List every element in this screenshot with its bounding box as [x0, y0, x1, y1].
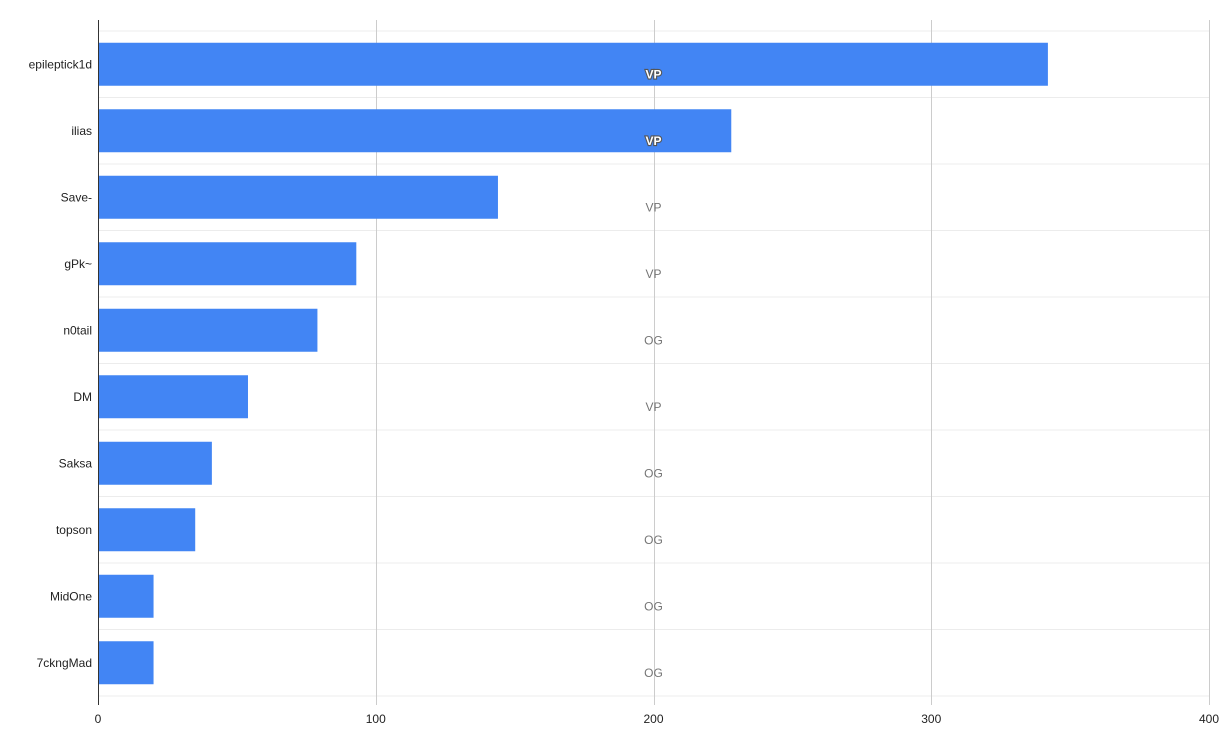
- bar-layer: [98, 42, 1048, 685]
- bar-7ckngMad: [98, 641, 154, 685]
- data-annotation: OG: [644, 666, 663, 680]
- x-tick-label: 400: [1199, 712, 1219, 726]
- x-tick-label: 200: [643, 712, 663, 726]
- bar-MidOne: [98, 574, 154, 618]
- data-annotation: VP: [645, 267, 661, 281]
- bar-topson: [98, 508, 196, 552]
- y-tick-label: MidOne: [50, 589, 92, 603]
- data-annotation: VP: [645, 400, 661, 414]
- x-tick-label: 0: [95, 712, 102, 726]
- bar-n0tail: [98, 308, 318, 352]
- bar-ilias: [98, 109, 732, 153]
- bar-epileptick1d: [98, 42, 1048, 86]
- x-tick-label: 100: [366, 712, 386, 726]
- y-tick-label: n0tail: [63, 323, 92, 337]
- data-annotation: OG: [644, 533, 663, 547]
- bar-Save-: [98, 175, 498, 219]
- label-layer: epileptick1d ilias Save-gPk~ n0tail DM Saksa t…: [29, 57, 1220, 726]
- bar-DM: [98, 375, 248, 419]
- data-annotation: VP: [645, 67, 661, 81]
- y-tick-label: gPk~: [64, 257, 92, 271]
- y-tick-label: DM: [73, 390, 92, 404]
- y-tick-label: 7ckngMad: [37, 656, 92, 670]
- x-tick-label: 300: [921, 712, 941, 726]
- data-annotation: OG: [644, 333, 663, 347]
- y-tick-label: topson: [56, 523, 92, 537]
- y-tick-label: Saksa: [59, 456, 93, 470]
- bar-gPk~: [98, 242, 357, 286]
- bar-Saksa: [98, 441, 212, 485]
- data-annotation: OG: [644, 599, 663, 613]
- data-annotation: VP: [645, 200, 661, 214]
- data-annotation: OG: [644, 466, 663, 480]
- data-annotation: VP: [645, 134, 661, 148]
- y-tick-label: epileptick1d: [29, 57, 92, 71]
- y-tick-label: Save-: [61, 190, 92, 204]
- y-tick-label: ilias: [71, 124, 92, 138]
